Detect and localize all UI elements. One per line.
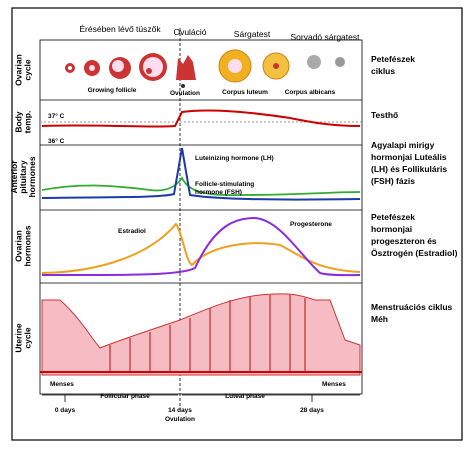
right-label: Menstruációs ciklus	[371, 302, 453, 312]
lh-curve	[41, 147, 361, 201]
right-label: (LH) és Follikuláris	[371, 164, 447, 174]
right-label: hormonjai Luteális	[371, 152, 447, 162]
temp-label: 36° C	[48, 137, 65, 145]
endometrium	[41, 293, 361, 376]
row-label: temp.	[23, 111, 33, 134]
glands	[109, 295, 306, 372]
row-label: cycle	[23, 59, 33, 81]
row-label: hormones	[27, 156, 37, 197]
row-label: Anterior	[9, 160, 19, 194]
right-label: Petefészek	[371, 212, 415, 222]
follicle-label: Corpus albicans	[285, 89, 336, 96]
right-label: Agyalapi mirigy	[371, 140, 435, 150]
day-label: Ovulation	[165, 416, 195, 423]
row-label: Ovarian	[14, 230, 24, 262]
top-label: Sárgatest	[234, 29, 271, 39]
row-label: hormones	[23, 225, 33, 266]
hormone-label: Luteinizing hormone (LH)	[195, 155, 274, 162]
follicle-label: Corpus luteum	[222, 89, 268, 96]
frame	[11, 7, 463, 441]
panels	[39, 28, 363, 410]
day-label: 28 days	[300, 407, 324, 414]
row-label: Uterine	[14, 323, 24, 353]
right-label: Petefészek	[371, 54, 415, 64]
temp-label: 37° C	[48, 112, 65, 120]
menses-label: Menses	[50, 381, 74, 388]
follicle-label: Growing follicle	[88, 87, 137, 94]
phase-label: Follicular phase	[100, 393, 150, 400]
phase-arrows	[42, 394, 360, 402]
menses-label: Menses	[322, 381, 346, 388]
top-label: Ovuláció	[173, 27, 206, 37]
fsh-curve	[41, 176, 361, 196]
row-label: Body	[14, 111, 24, 133]
row-label: pituitary	[18, 160, 28, 194]
right-label: progeszteron és	[371, 236, 437, 246]
right-label: Testhő	[371, 110, 398, 120]
hormone-label: hormone (FSH)	[195, 189, 242, 196]
day-label: 0 days	[55, 407, 76, 414]
right-label: ciklus	[371, 66, 395, 76]
right-label: Ösztrogén (Estradiol)	[371, 248, 458, 258]
progesterone-curve	[41, 216, 361, 277]
hormone-label: Follicle-stimulating	[195, 181, 254, 188]
row-label: Ovarian	[14, 54, 24, 86]
day-label: 14 days	[168, 407, 192, 414]
right-label: Méh	[371, 314, 388, 324]
top-label: Érésében lévő tüszők	[79, 24, 161, 34]
phase-label: Luteal phase	[225, 393, 265, 400]
right-label: (FSH) fázis	[371, 176, 415, 186]
follicle-icons	[65, 49, 345, 88]
follicle-label: Ovulation	[170, 90, 200, 97]
top-label: Sorvadó sárgatest	[291, 32, 361, 42]
temp-curve	[41, 109, 361, 128]
right-label: hormonjai	[371, 224, 412, 234]
hormone-label: Estradiol	[118, 228, 146, 235]
estradiol-curve	[41, 222, 361, 274]
row-label: cycle	[23, 327, 33, 349]
hormone-label: Progesterone	[290, 221, 332, 228]
